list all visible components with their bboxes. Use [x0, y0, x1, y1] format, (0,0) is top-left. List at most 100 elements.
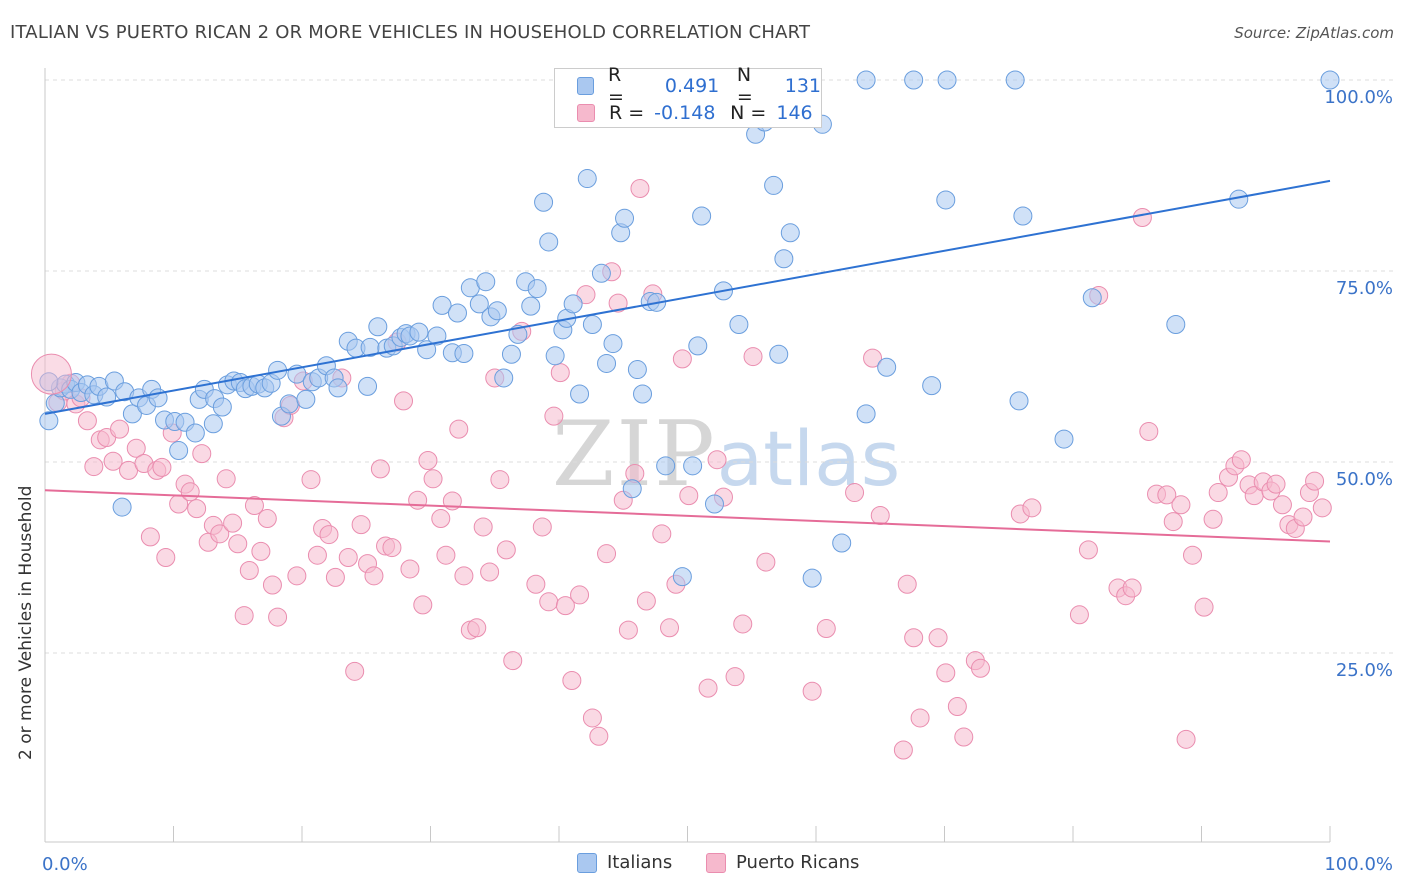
bottom-legend: Italians Puerto Ricans [0, 852, 1406, 876]
point-puerto-ricans [449, 419, 469, 439]
point-puerto-ricans [454, 566, 474, 586]
point-puerto-ricans [1122, 578, 1142, 598]
stats-r-value: -0.148 [654, 102, 716, 124]
point-puerto-ricans [756, 552, 776, 572]
point-puerto-ricans [870, 505, 890, 525]
point-italians [597, 353, 617, 373]
point-italians [615, 208, 635, 228]
legend-swatch-puerto-ricans [706, 852, 726, 873]
point-puerto-ricans [863, 348, 883, 368]
point-puerto-ricans [287, 566, 307, 586]
point-puerto-ricans [725, 667, 745, 687]
point-puerto-ricans [370, 459, 390, 479]
trendline-puerto-ricans [44, 489, 1331, 543]
point-puerto-ricans [1293, 507, 1313, 527]
point-puerto-ricans [418, 450, 438, 470]
legend-label-puerto-ricans: Puerto Ricans [736, 852, 860, 873]
point-puerto-ricans [338, 548, 358, 567]
point-puerto-ricans [904, 628, 924, 648]
point-italians [704, 494, 724, 514]
point-italians [203, 414, 223, 434]
point-puerto-ricans [1139, 421, 1159, 441]
point-italians [368, 317, 388, 337]
point-puerto-ricans [490, 470, 510, 490]
point-puerto-ricans [555, 596, 575, 616]
point-italians [432, 295, 452, 315]
point-puerto-ricans [660, 618, 680, 638]
point-italians [577, 169, 597, 189]
watermark-atlas: atlas [716, 414, 901, 503]
point-puerto-ricans [652, 524, 672, 544]
point-puerto-ricans [364, 566, 384, 586]
point-puerto-ricans [345, 661, 365, 681]
point-puerto-ricans [400, 559, 420, 579]
point-italians [856, 404, 876, 424]
point-italians [487, 301, 507, 321]
point-puerto-ricans [84, 457, 104, 477]
point-puerto-ricans [408, 490, 428, 510]
point-puerto-ricans [1176, 729, 1196, 749]
point-italians [539, 232, 559, 252]
point-italians [692, 206, 712, 226]
point-italians [494, 368, 514, 388]
point-puerto-ricans [268, 607, 288, 627]
point-puerto-ricans [257, 509, 277, 529]
point-puerto-ricans [597, 544, 617, 564]
point-puerto-ricans [251, 541, 271, 561]
point-italians [729, 314, 749, 334]
legend-item-italians[interactable]: Italians [577, 852, 672, 873]
point-puerto-ricans [707, 450, 727, 470]
point-italians [122, 404, 142, 424]
chart-title: ITALIAN VS PUERTO RICAN 2 OR MORE VEHICL… [10, 22, 811, 43]
point-italians [328, 378, 348, 398]
point-italians [476, 272, 496, 292]
point-puerto-ricans [423, 469, 443, 489]
point-puerto-ricans [180, 482, 200, 502]
point-italians [627, 360, 647, 380]
point-puerto-ricans [234, 606, 254, 626]
legend-label-italians: Italians [607, 852, 673, 873]
point-italians [534, 192, 554, 212]
point-puerto-ricans [947, 696, 967, 716]
point-puerto-ricans [582, 708, 602, 728]
point-puerto-ricans [1163, 512, 1183, 532]
point-puerto-ricans [1272, 495, 1292, 515]
point-puerto-ricans [473, 517, 493, 537]
stats-r-label: R = [607, 64, 624, 108]
point-puerto-ricans [496, 540, 516, 560]
y-tick-label: 50.0% [1336, 469, 1393, 490]
point-puerto-ricans [223, 513, 243, 533]
stats-n-label: N = [730, 102, 767, 124]
point-puerto-ricans [436, 545, 456, 565]
point-puerto-ricans [544, 406, 564, 426]
point-italians [877, 357, 897, 377]
point-puerto-ricans [936, 663, 956, 683]
point-puerto-ricans [192, 444, 212, 464]
point-puerto-ricans [893, 740, 913, 760]
point-puerto-ricans [1183, 545, 1203, 565]
legend-swatch-italians [577, 852, 597, 873]
point-italians [683, 456, 703, 476]
point-italians [358, 376, 378, 396]
point-puerto-ricans [1208, 483, 1228, 503]
point-puerto-ricans [928, 628, 948, 648]
y-tick-label: 25.0% [1336, 660, 1393, 681]
point-puerto-ricans [140, 527, 160, 547]
x-tick-label: 100.0% [1324, 854, 1393, 875]
point-puerto-ricans [630, 178, 650, 198]
stats-row-italians: R = 0.491 N = 131 [577, 64, 821, 108]
point-italians [1082, 288, 1102, 308]
point-italians [296, 389, 316, 409]
point-italians [501, 344, 521, 364]
point-italians [427, 326, 447, 346]
stats-n-label: N = [736, 64, 753, 108]
point-italians [454, 344, 474, 364]
stats-n-value: 131 [784, 75, 821, 97]
point-puerto-ricans [954, 727, 974, 747]
point-puerto-ricans [608, 293, 628, 313]
stats-n-value: 146 [776, 102, 813, 124]
stats-r-value: 0.491 [664, 75, 720, 97]
point-italians [527, 279, 547, 299]
legend-item-puerto-ricans[interactable]: Puerto Ricans [706, 852, 859, 873]
